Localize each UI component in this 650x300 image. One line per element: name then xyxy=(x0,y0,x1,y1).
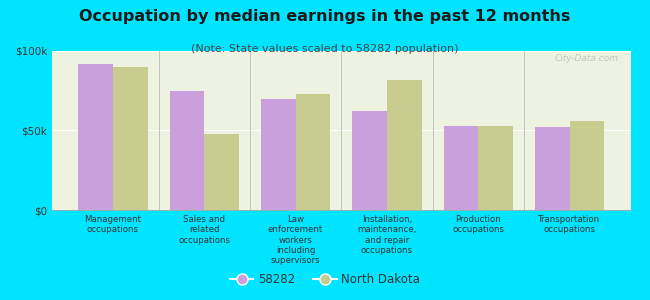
Bar xyxy=(478,126,513,210)
Bar xyxy=(296,94,330,210)
Bar xyxy=(387,80,422,210)
Bar xyxy=(113,67,148,210)
Bar xyxy=(569,121,604,210)
Bar xyxy=(261,99,296,210)
Bar xyxy=(443,126,478,210)
Legend: 58282, North Dakota: 58282, North Dakota xyxy=(225,269,425,291)
Text: (Note: State values scaled to 58282 population): (Note: State values scaled to 58282 popu… xyxy=(191,44,459,53)
Bar xyxy=(78,64,113,210)
Bar xyxy=(352,111,387,210)
Text: Occupation by median earnings in the past 12 months: Occupation by median earnings in the pas… xyxy=(79,9,571,24)
Text: City-Data.com: City-Data.com xyxy=(555,54,619,63)
Bar xyxy=(170,91,204,210)
Bar xyxy=(535,127,569,210)
Bar xyxy=(204,134,239,210)
